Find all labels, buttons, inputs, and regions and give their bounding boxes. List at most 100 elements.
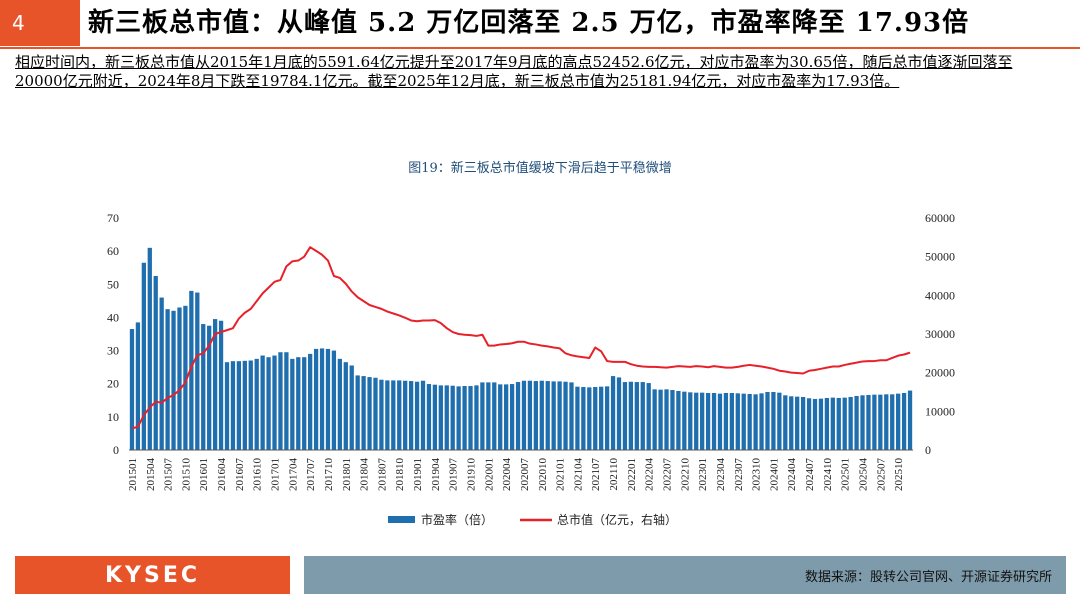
pe-bar xyxy=(159,297,164,450)
x-tick-label: 201701 xyxy=(270,458,282,491)
pe-bar xyxy=(313,348,319,450)
pe-bar xyxy=(527,380,533,450)
pe-bar xyxy=(539,380,544,450)
x-tick-label: 202007 xyxy=(519,458,531,492)
pe-bar xyxy=(450,385,455,450)
pe-bar xyxy=(153,276,158,450)
x-tick-label: 202407 xyxy=(804,458,816,492)
pe-bar xyxy=(278,352,283,450)
legend: 市盈率（倍） 总市值（亿元，右轴） xyxy=(388,512,677,527)
pe-bar xyxy=(349,365,354,450)
x-tick-label: 201901 xyxy=(412,458,424,491)
pe-bar xyxy=(551,381,556,450)
y-left-tick-label: 0 xyxy=(113,443,119,457)
pe-bar xyxy=(195,292,200,450)
pe-bar xyxy=(729,392,734,450)
x-tick-label: 202510 xyxy=(893,458,905,492)
x-tick-label: 201707 xyxy=(305,458,317,492)
pe-bar xyxy=(403,380,408,450)
pe-bar xyxy=(533,381,538,450)
bar-series xyxy=(129,247,913,450)
pe-bar xyxy=(884,394,889,450)
pe-bar xyxy=(628,381,634,450)
pe-bar xyxy=(812,398,818,450)
pe-bar xyxy=(129,329,135,450)
x-tick-label: 202201 xyxy=(626,458,638,491)
pe-bar xyxy=(521,380,527,450)
pe-bar xyxy=(616,377,622,450)
pe-bar xyxy=(842,397,847,450)
pe-bar xyxy=(177,307,182,450)
pe-bar xyxy=(640,382,645,450)
y-left-tick-label: 50 xyxy=(107,277,119,291)
pe-bar xyxy=(414,381,420,450)
x-tick-label: 201904 xyxy=(430,458,442,492)
pe-bar xyxy=(789,396,794,450)
pe-bar xyxy=(474,385,479,450)
x-tick-label: 201710 xyxy=(323,458,335,492)
x-tick-label: 202501 xyxy=(840,458,852,491)
pe-bar xyxy=(723,392,729,450)
x-tick-label: 201610 xyxy=(252,458,264,492)
y-right-tick-label: 50000 xyxy=(925,250,955,264)
pe-bar xyxy=(896,393,901,450)
pe-bar xyxy=(308,353,313,450)
x-tick-label: 201801 xyxy=(341,458,353,491)
y-right-tick-label: 30000 xyxy=(925,327,955,341)
pe-bar xyxy=(224,362,230,450)
pe-bar xyxy=(165,309,170,450)
x-tick-label: 201807 xyxy=(376,458,388,492)
pe-bar xyxy=(361,376,366,450)
pe-bar xyxy=(575,386,580,450)
pe-bar xyxy=(242,360,247,450)
x-tick-label: 201507 xyxy=(163,458,175,492)
x-tick-label: 201907 xyxy=(448,458,460,492)
pe-bar xyxy=(759,393,764,450)
pe-bar xyxy=(747,393,752,450)
pe-bar xyxy=(207,325,212,450)
pe-bar xyxy=(456,386,461,450)
pe-bar xyxy=(212,319,218,450)
pe-bar xyxy=(373,377,378,450)
pe-bar xyxy=(379,379,384,450)
pe-bar xyxy=(735,393,740,450)
pe-bar xyxy=(260,355,265,450)
x-tick-label: 201601 xyxy=(198,458,210,491)
pe-bar xyxy=(806,398,812,450)
x-tick-label: 202307 xyxy=(733,458,745,492)
pe-bar xyxy=(218,320,224,450)
pe-bar xyxy=(658,389,663,450)
pe-bar xyxy=(705,392,711,450)
pe-bar xyxy=(593,387,598,450)
x-tick-label: 202401 xyxy=(768,458,780,491)
x-tick-label: 202004 xyxy=(501,457,513,491)
pe-bar xyxy=(248,360,253,450)
x-tick-label: 202504 xyxy=(858,458,870,492)
y-right-tick-label: 60000 xyxy=(925,211,955,225)
pe-bar xyxy=(599,386,604,450)
pe-bar xyxy=(711,392,717,450)
pe-bar xyxy=(498,384,503,450)
pe-bar xyxy=(325,348,331,450)
pe-bar xyxy=(545,381,550,450)
x-tick-label: 201910 xyxy=(466,458,478,492)
y-right-tick-label: 0 xyxy=(925,443,931,457)
pe-bar xyxy=(135,322,141,450)
brand-logo: KYSEC xyxy=(15,556,290,594)
pe-bar xyxy=(836,397,841,450)
pe-bar xyxy=(878,394,883,450)
pe-bar xyxy=(646,383,651,450)
x-tick-label: 201810 xyxy=(394,458,406,492)
pe-bar xyxy=(717,393,723,450)
legend-bar-label: 市盈率（倍） xyxy=(421,512,493,527)
pe-bar xyxy=(634,382,639,450)
pe-bar xyxy=(266,357,271,450)
x-tick-label: 202110 xyxy=(608,458,620,491)
pe-bar xyxy=(795,396,800,450)
line-series xyxy=(131,246,911,430)
y-left-tick-label: 10 xyxy=(107,410,119,424)
pe-bar xyxy=(854,395,859,450)
pe-bar xyxy=(509,384,515,450)
pe-bar xyxy=(343,362,348,450)
pe-bar xyxy=(563,381,568,450)
